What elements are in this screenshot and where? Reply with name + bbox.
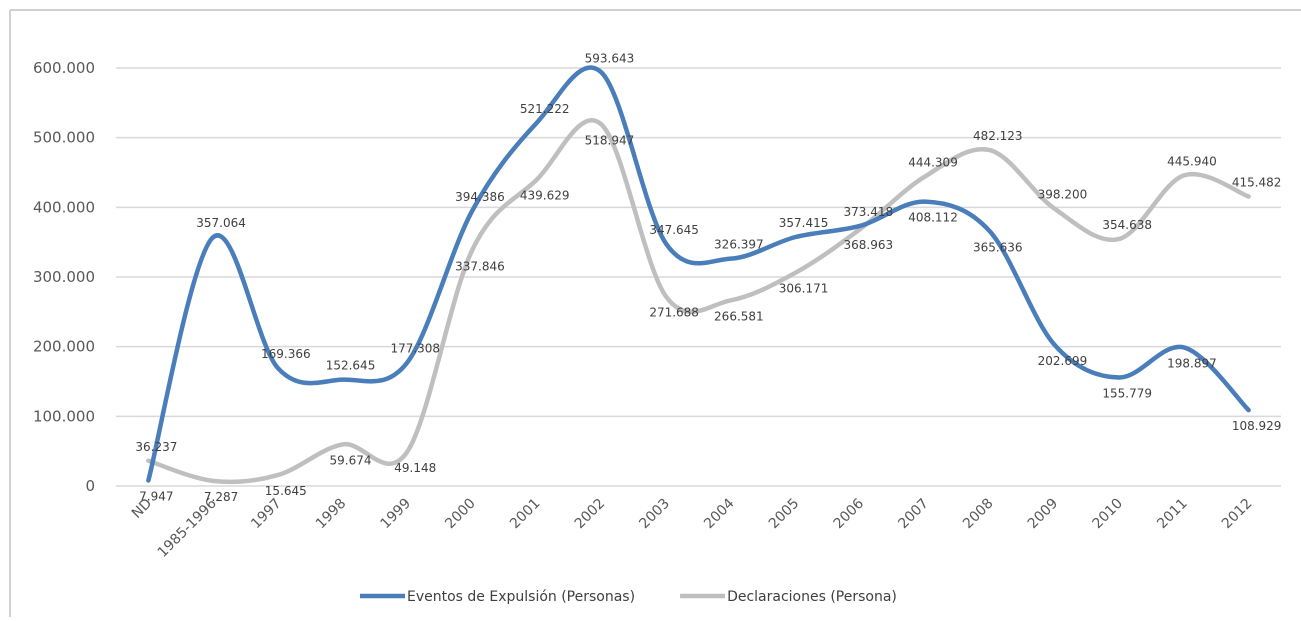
series-line (146, 118, 1251, 485)
data-label: 36.237 (135, 440, 177, 454)
data-label: 306.171 (779, 282, 829, 296)
data-label: 408.112 (908, 211, 958, 225)
data-label: 518.947 (585, 133, 635, 147)
x-tick-label: 2010 (1090, 496, 1127, 533)
x-tick-label: 2003 (636, 496, 673, 533)
data-label: 482.123 (973, 129, 1023, 143)
data-label: 108.929 (1232, 419, 1282, 433)
data-label: 59.674 (330, 453, 372, 467)
x-tick-label: 1985-1996 (155, 495, 220, 560)
y-tick-label: 0 (85, 477, 95, 495)
x-tick-label: 2002 (572, 496, 609, 533)
x-tick-label: 2000 (442, 496, 479, 533)
data-label: 177.308 (390, 341, 440, 355)
data-label: 394.386 (455, 190, 505, 204)
data-label: 198.897 (1167, 356, 1217, 370)
legend-label: Eventos de Expulsión (Personas) (407, 589, 635, 605)
data-label: 373.418 (843, 205, 893, 219)
data-label: 337.846 (455, 260, 505, 274)
data-label: 415.482 (1232, 176, 1282, 190)
data-label: 266.581 (714, 309, 764, 323)
x-tick-label: 2008 (960, 496, 997, 533)
x-tick-label: 2001 (507, 496, 544, 533)
x-tick-label: 2009 (1025, 496, 1062, 533)
data-label: 365.636 (973, 240, 1023, 254)
data-label: 445.940 (1167, 154, 1217, 168)
x-tick-label: 2012 (1219, 496, 1256, 533)
data-label: 354.638 (1102, 218, 1152, 232)
x-tick-label: 2005 (766, 496, 803, 533)
x-tick-label: 1997 (248, 496, 285, 533)
data-label: 398.200 (1038, 188, 1088, 202)
x-tick-label: 2007 (895, 496, 932, 533)
data-label: 155.779 (1102, 386, 1152, 400)
data-label: 7.287 (204, 490, 238, 504)
x-tick-label: 1999 (378, 496, 415, 533)
y-tick-label: 500.000 (33, 129, 95, 147)
data-label: 357.415 (779, 216, 829, 230)
data-label: 202.699 (1038, 354, 1088, 368)
data-label: 271.688 (649, 306, 699, 320)
x-tick-label: 1998 (313, 496, 350, 533)
y-tick-label: 300.000 (33, 268, 95, 286)
data-label: 326.397 (714, 238, 764, 252)
y-tick-label: 100.000 (33, 407, 95, 425)
data-label: 15.645 (265, 484, 307, 498)
y-tick-label: 200.000 (33, 338, 95, 356)
x-tick-label: 2004 (701, 495, 738, 532)
data-label: 347.645 (649, 223, 699, 237)
data-label: 444.309 (908, 155, 958, 169)
x-tick-label: 2006 (831, 495, 868, 532)
data-label: 439.629 (520, 189, 570, 203)
data-label: 7.947 (139, 489, 173, 503)
series-line (146, 65, 1251, 483)
x-tick-label: 2011 (1154, 496, 1191, 533)
data-label: 521.222 (520, 102, 570, 116)
data-label: 593.643 (585, 51, 635, 65)
legend-label: Declaraciones (Persona) (727, 589, 897, 605)
y-tick-label: 400.000 (33, 198, 95, 216)
data-label: 169.366 (261, 347, 311, 361)
data-label: 49.148 (394, 461, 436, 475)
data-label: 152.645 (326, 359, 376, 373)
y-tick-label: 600.000 (33, 59, 95, 77)
data-label: 357.064 (196, 216, 246, 230)
data-label: 368.963 (843, 238, 893, 252)
